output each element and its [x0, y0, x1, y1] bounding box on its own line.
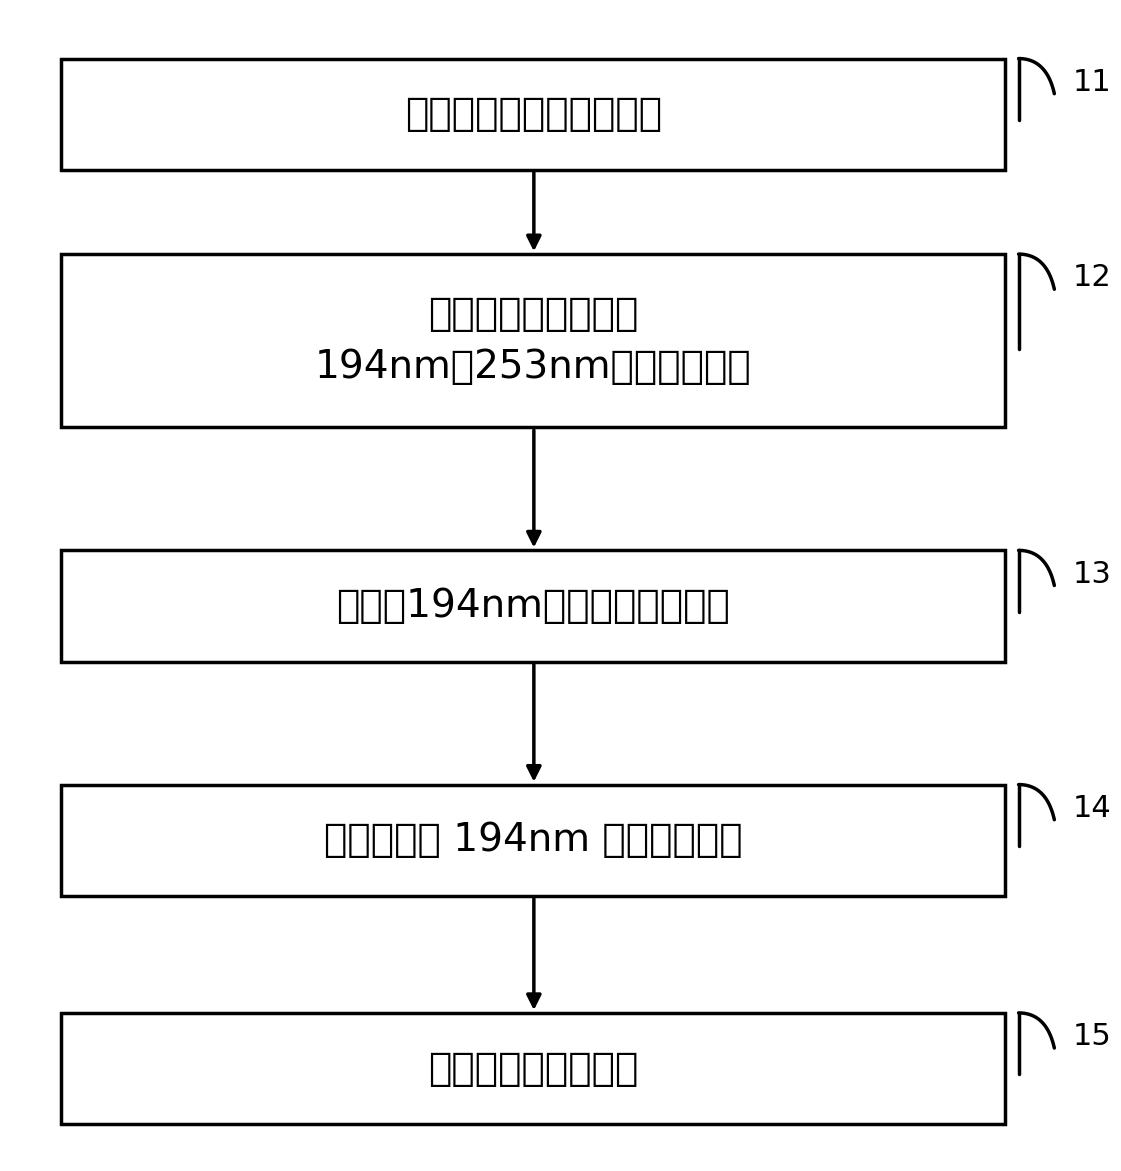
Text: 11: 11 [1072, 68, 1111, 97]
Text: 15: 15 [1072, 1022, 1111, 1052]
FancyBboxPatch shape [62, 785, 1006, 896]
Text: 12: 12 [1072, 263, 1111, 293]
Text: 用衍射光栅将波长为
194nm和253nm的光线分离；: 用衍射光栅将波长为 194nm和253nm的光线分离； [315, 295, 752, 386]
FancyBboxPatch shape [62, 1013, 1006, 1124]
Text: 对汞离子进行泵浦。: 对汞离子进行泵浦。 [428, 1049, 639, 1088]
Text: 收缩波长为 194nm 的光束范围；: 收缩波长为 194nm 的光束范围； [324, 821, 742, 860]
FancyBboxPatch shape [62, 59, 1006, 170]
FancyBboxPatch shape [62, 550, 1006, 662]
Text: 13: 13 [1072, 560, 1111, 589]
FancyBboxPatch shape [62, 254, 1006, 427]
Text: 14: 14 [1072, 794, 1111, 823]
Text: 将汞灯发出的光线准直；: 将汞灯发出的光线准直； [405, 95, 661, 133]
Text: 对波长194nm的光线进行滤波；: 对波长194nm的光线进行滤波； [336, 587, 730, 625]
